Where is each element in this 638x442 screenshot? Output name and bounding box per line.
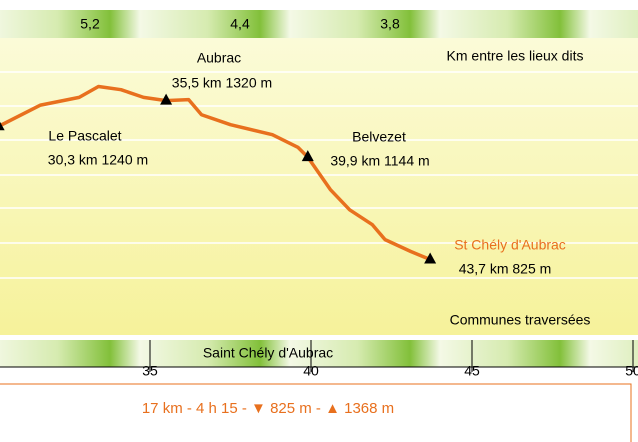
segments-caption: Km entre les lieux dits	[447, 48, 584, 64]
plot-background	[0, 38, 638, 335]
commune-label: Saint Chély d'Aubrac	[203, 345, 333, 361]
place-label: 35,5 km 1320 m	[172, 75, 272, 91]
segment-distance: 4,4	[230, 16, 250, 32]
place-marker	[301, 150, 314, 162]
x-tick-label: 40	[303, 363, 319, 379]
place-name: Le Pascalet	[48, 128, 121, 144]
summary: 17 km - 4 h 15 - ▼ 825 m - ▲ 1368 m	[142, 400, 394, 417]
segment-distance: 3,8	[380, 16, 400, 32]
place-name: St Chély d'Aubrac	[454, 237, 566, 253]
x-tick-label: 50	[625, 363, 638, 379]
summary-box	[0, 383, 632, 442]
place-name: Aubrac	[197, 50, 241, 66]
place-marker	[0, 121, 5, 131]
place-label: 30,3 km 1240 m	[48, 152, 148, 168]
place-label: 39,9 km 1144 m	[330, 153, 429, 169]
segments-band	[0, 10, 638, 38]
communes-caption: Communes traversées	[450, 312, 591, 328]
place-marker	[424, 252, 437, 264]
segment-distance: 5,2	[80, 16, 100, 32]
x-tick-label: 45	[464, 363, 480, 379]
place-marker	[160, 93, 173, 105]
place-name: Belvezet	[352, 129, 406, 145]
profile-line	[0, 84, 431, 262]
communes-band	[0, 340, 638, 367]
x-tick-label: 35	[142, 363, 158, 379]
grid	[0, 71, 638, 279]
place-label: 43,7 km 825 m	[459, 261, 552, 277]
